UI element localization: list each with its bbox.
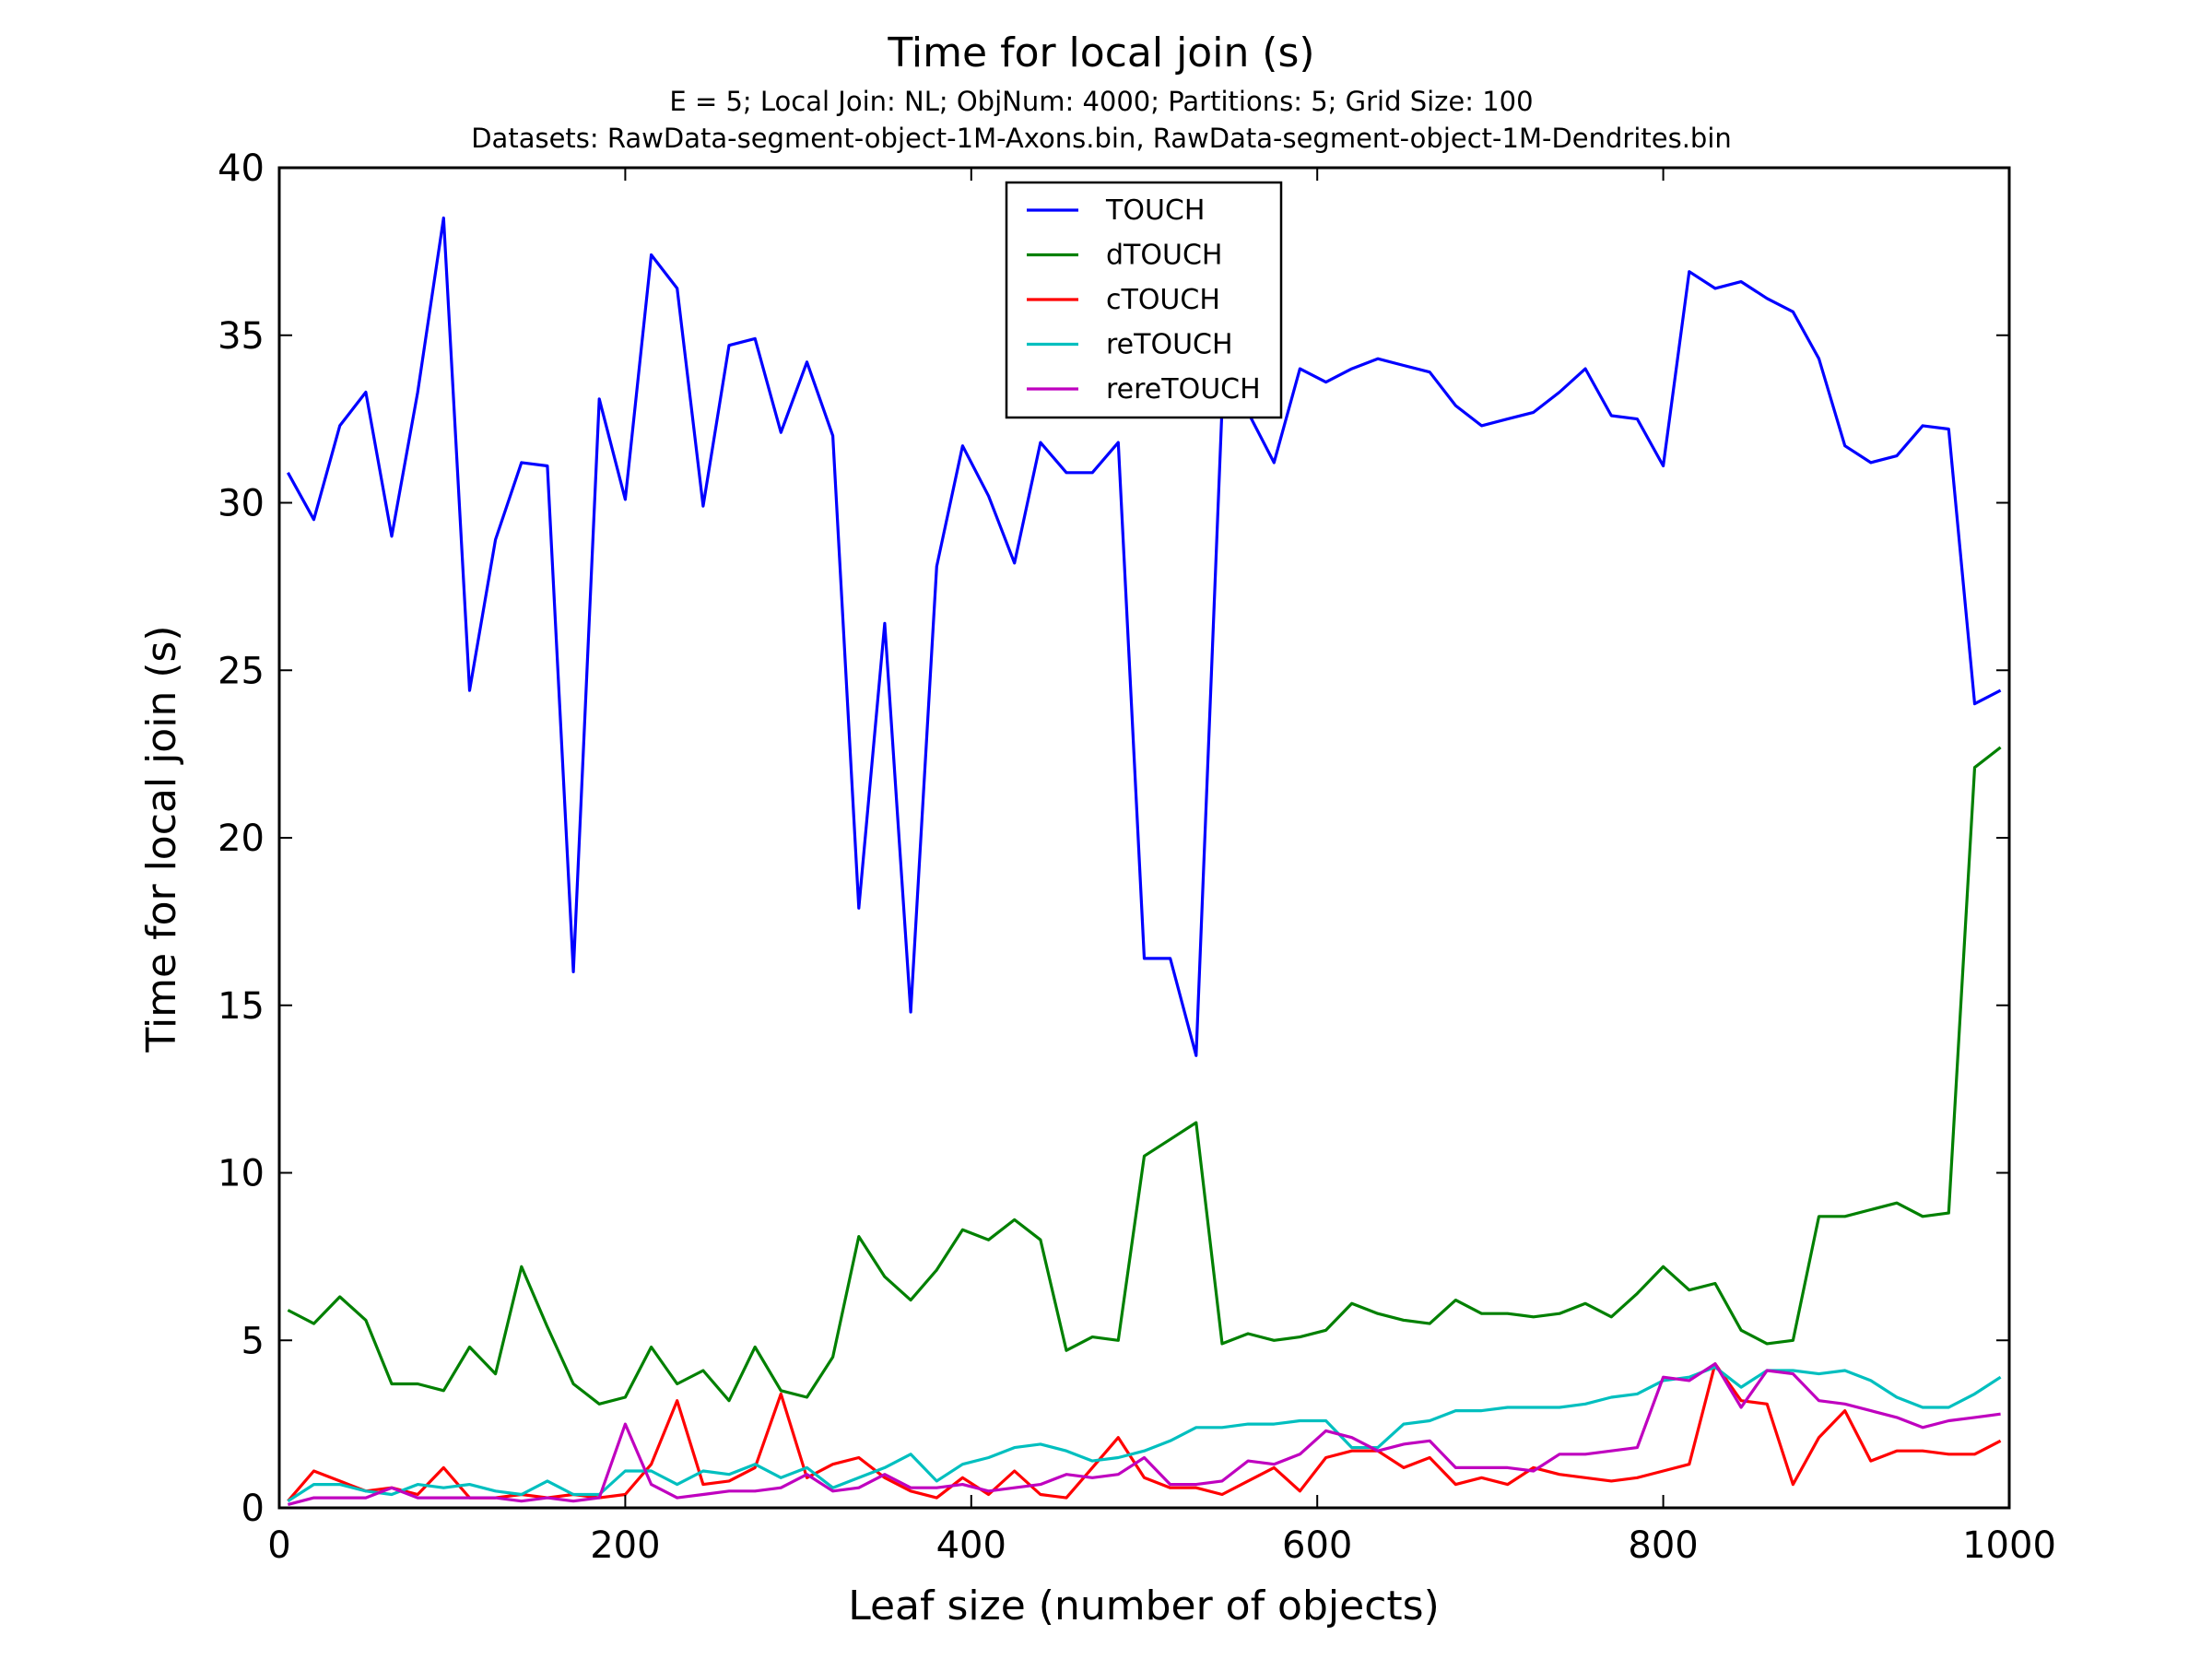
legend-label-ctouch: cTOUCH: [1106, 284, 1220, 316]
series-line-dtouch: [287, 746, 2002, 1406]
x-tick-label: 0: [267, 1524, 290, 1567]
legend: TOUCH dTOUCH cTOUCH reTOUCH rereTOUCH: [1005, 181, 1283, 419]
y-axis-ticks: 0 5 10 15 20 25 30 35 40: [218, 147, 2009, 1530]
x-tick-label: 600: [1282, 1524, 1352, 1567]
x-axis-label: Leaf size (number of objects): [848, 1583, 1440, 1630]
x-tick-label: 800: [1628, 1524, 1698, 1567]
series-line-touch: [286, 216, 2002, 1057]
legend-label-reretouch: rereTOUCH: [1106, 373, 1261, 406]
y-tick-label: 10: [218, 1153, 265, 1195]
y-tick-label: 40: [218, 147, 265, 190]
x-tick-label: 200: [590, 1524, 660, 1567]
legend-label-dtouch: dTOUCH: [1106, 240, 1222, 272]
x-tick-label: 1000: [1962, 1524, 2056, 1567]
legend-label-retouch: reTOUCH: [1106, 329, 1233, 361]
y-tick-label: 0: [241, 1488, 265, 1530]
x-tick-label: 400: [936, 1524, 1006, 1567]
y-tick-label: 5: [241, 1320, 265, 1362]
y-tick-label: 25: [218, 650, 265, 692]
chart-title: Time for local join (s): [887, 29, 1314, 76]
chart-subtitle-line-2: Datasets: RawData-segment-object-1M-Axon…: [471, 123, 1732, 154]
y-tick-label: 35: [218, 315, 265, 358]
series-layer: [286, 216, 2002, 1506]
y-tick-label: 15: [218, 985, 265, 1028]
series-line-reretouch: [287, 1362, 2001, 1506]
y-tick-label: 20: [218, 818, 265, 860]
legend-label-touch: TOUCH: [1105, 194, 1205, 227]
chart-subtitle-line-1: E = 5; Local Join: NL; ObjNum: 4000; Par…: [669, 86, 1533, 117]
series-line-retouch: [287, 1365, 2002, 1503]
y-tick-label: 30: [218, 483, 265, 525]
y-axis-label: Time for local join (s): [138, 625, 185, 1053]
x-axis-ticks: 0 200 400 600 800 1000: [267, 168, 2056, 1567]
